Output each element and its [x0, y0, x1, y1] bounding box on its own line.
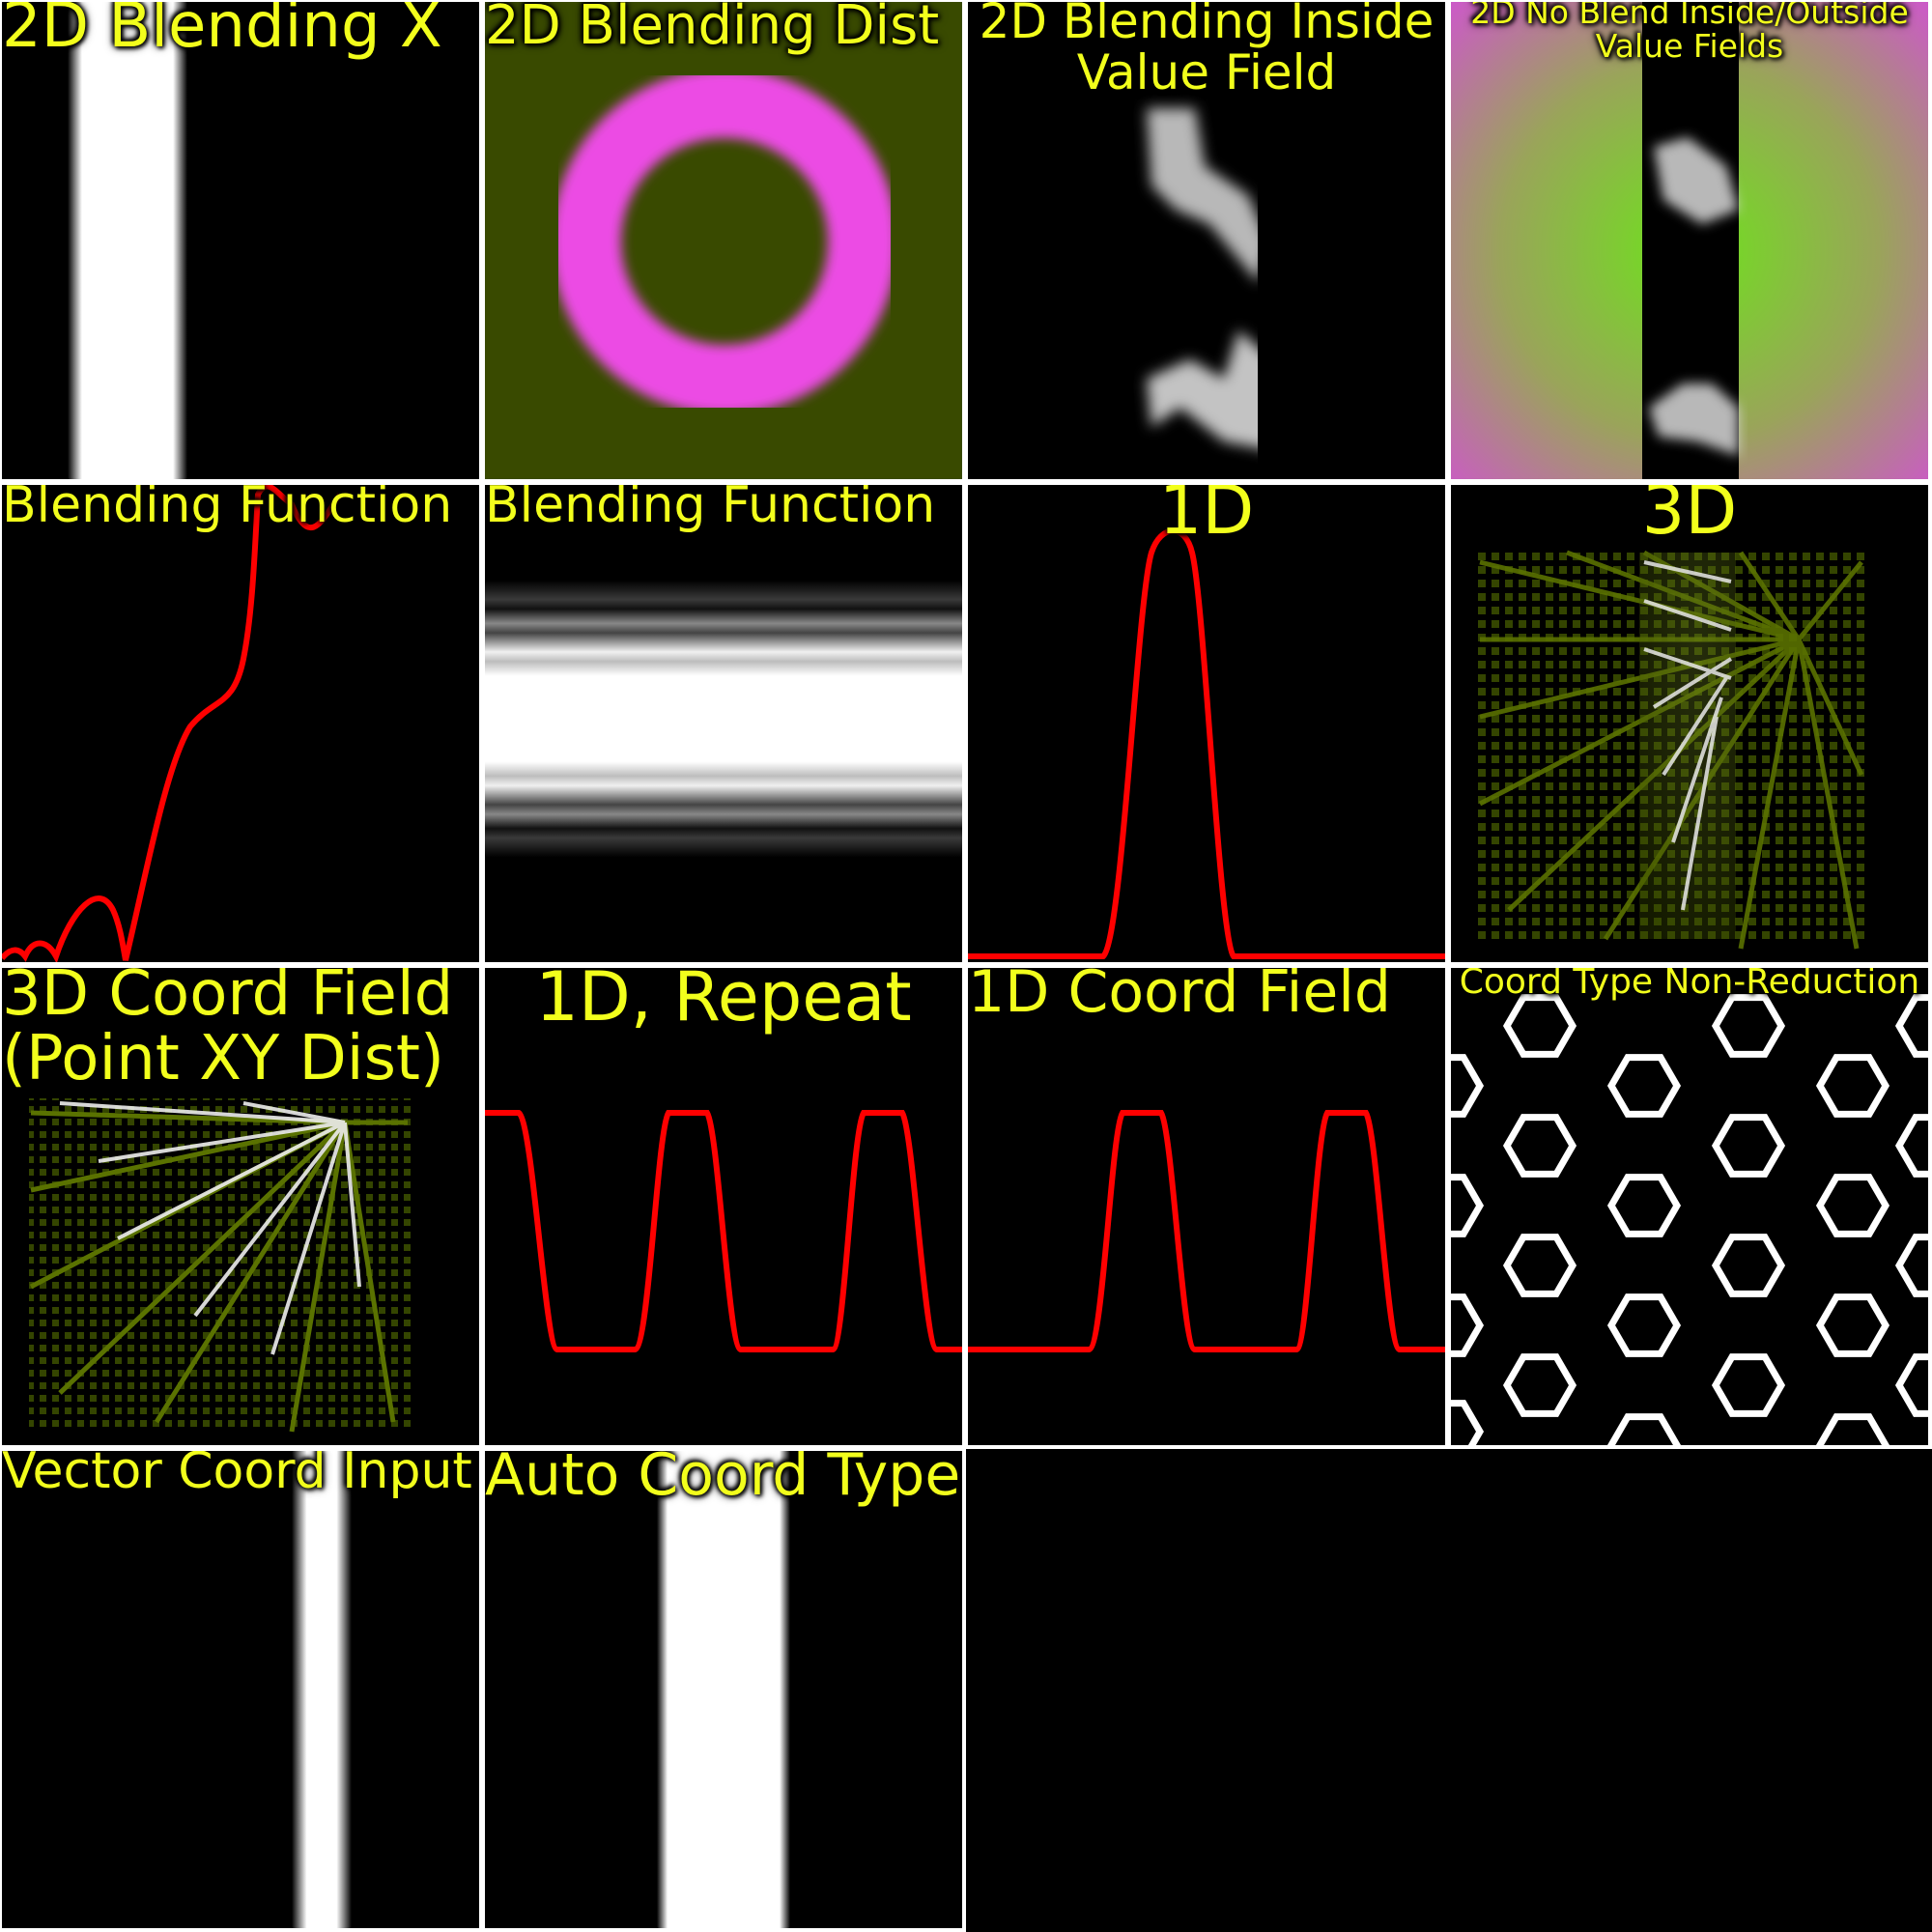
tile-title: 2D Blending X — [2, 2, 442, 62]
tile-blending-function-curve: Blending Function — [2, 485, 479, 962]
tile-title: 1D — [1158, 485, 1255, 550]
tile-title: 1D, Repeat — [535, 968, 912, 1037]
1d-curve-plot — [968, 527, 1445, 959]
no-blend-image — [1451, 2, 1928, 479]
tile-coord-type-non-reduction: Coord Type Non-Reduction — [1451, 968, 1928, 1445]
tile-blending-function-bands: Blending Function — [485, 485, 962, 962]
tile-1d-coord-field: 1D Coord Field — [968, 968, 1445, 1445]
tile-title: 2D Blending Inside Value Field — [968, 2, 1445, 98]
tile-1d: 1D — [968, 485, 1445, 962]
tile-title: Vector Coord Input — [2, 1451, 472, 1500]
title-line-2: (Point XY Dist) — [2, 1023, 444, 1095]
3d-coord-field-image — [29, 1098, 411, 1433]
tile-title: Blending Function — [2, 485, 453, 534]
hexagon-shape — [1606, 1413, 1682, 1445]
tile-title: 2D No Blend Inside/Outside Value Fields — [1451, 2, 1928, 63]
empty-area — [966, 1449, 1932, 1932]
hexagon-shape — [1502, 994, 1577, 1058]
blend-x-image — [68, 2, 187, 479]
hexagon-shape — [1606, 1174, 1682, 1237]
hexagon-shape — [1451, 1400, 1485, 1445]
3d-radial-image — [1478, 550, 1864, 950]
hexagon-shape — [1451, 1054, 1485, 1118]
tile-2d-blending-inside: 2D Blending Inside Value Field — [968, 2, 1445, 479]
tile-auto-coord-type: Auto Coord Type — [485, 1451, 962, 1928]
title-line-2: Value Fields — [1595, 26, 1784, 65]
hexagon-shape — [1502, 1353, 1577, 1417]
title-line-1: 2D Blending Inside — [979, 2, 1435, 49]
tile-3d-coord-field: 3D Coord Field (Point XY Dist) — [2, 968, 479, 1445]
tile-title: 3D Coord Field (Point XY Dist) — [2, 968, 479, 1092]
hexagon-shape — [1606, 1293, 1682, 1357]
hexagon-grid-image — [1451, 994, 1928, 1445]
hexagon-shape — [1815, 1293, 1890, 1357]
title-line-1: 2D No Blend Inside/Outside — [1470, 2, 1909, 31]
hexagon-shape — [1815, 1174, 1890, 1237]
tile-vector-coord-input: Vector Coord Input — [2, 1451, 479, 1928]
hexagon-shape — [1711, 1114, 1786, 1178]
tile-1d-repeat: 1D, Repeat — [485, 968, 962, 1445]
hexagon-shape — [1451, 1293, 1485, 1357]
hexagon-shape — [1894, 994, 1928, 1058]
1d-repeat-curve-plot — [485, 1110, 962, 1352]
tile-2d-blending-x: 2D Blending X — [2, 2, 479, 479]
hexagon-shape — [1606, 1054, 1682, 1118]
hexagon-shape — [1894, 1353, 1928, 1417]
hexagon-shape — [1502, 1234, 1577, 1297]
tile-title: 3D — [1641, 485, 1738, 550]
hexagon-shape — [1711, 994, 1786, 1058]
hexagon-shape — [1711, 1353, 1786, 1417]
tile-3d: 3D — [1451, 485, 1928, 962]
hexagon-shape — [1502, 1114, 1577, 1178]
blending-curve-plot — [2, 485, 343, 962]
title-line-2: Value Field — [1076, 43, 1337, 100]
title-line-1: 3D Coord Field — [2, 968, 454, 1030]
inside-field-image — [1147, 2, 1445, 479]
vector-coord-image — [292, 1451, 352, 1928]
tile-2d-no-blend: 2D No Blend Inside/Outside Value Fields — [1451, 2, 1928, 479]
hexagon-shape — [1711, 1234, 1786, 1297]
hexagon-shape — [1894, 1114, 1928, 1178]
tile-2d-blending-dist: 2D Blending Dist — [485, 2, 962, 479]
blending-bands-image — [485, 485, 962, 962]
tile-title: Auto Coord Type — [485, 1451, 961, 1509]
hexagon-shape — [1815, 1054, 1890, 1118]
hexagon-shape — [1815, 1413, 1890, 1445]
auto-coord-image — [657, 1451, 790, 1928]
hexagon-shape — [1894, 1234, 1928, 1297]
tile-title: Coord Type Non-Reduction — [1459, 968, 1920, 1002]
tile-title: 1D Coord Field — [968, 968, 1392, 1026]
hexagon-shape — [1451, 1174, 1485, 1237]
ring-image — [552, 69, 897, 414]
tile-title: 2D Blending Dist — [485, 2, 940, 57]
tile-title: Blending Function — [485, 485, 936, 534]
1d-coord-field-curve-plot — [968, 1110, 1445, 1352]
